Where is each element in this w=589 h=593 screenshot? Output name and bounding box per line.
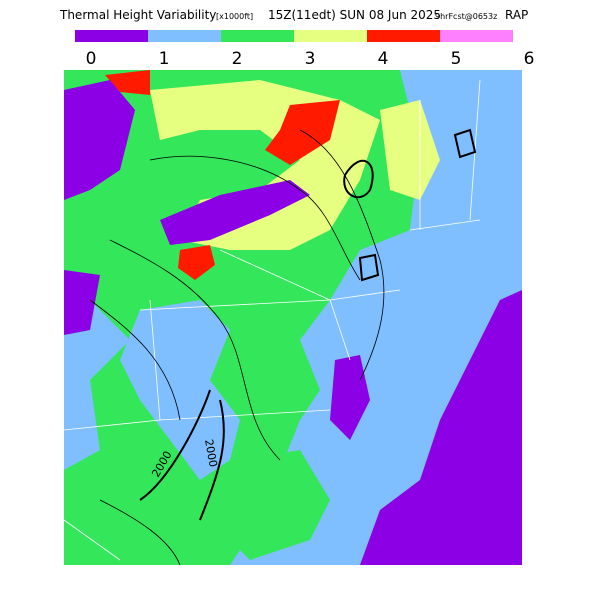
colorbar-label: 4 <box>378 49 389 69</box>
contours <box>89 129 385 566</box>
colorbar-segment <box>75 30 148 42</box>
colorbar-label: 2 <box>232 49 243 69</box>
colorbar-segment <box>440 30 513 42</box>
zone-purple-ocean <box>360 290 522 565</box>
zone-blue-ne <box>400 70 522 310</box>
zone-red-2 <box>178 245 215 280</box>
colorbar-label: 3 <box>305 49 316 69</box>
map: 2000 2000 <box>63 70 522 566</box>
zone-blue <box>120 300 240 480</box>
colorbar-segment <box>148 30 221 42</box>
zone-green-se <box>220 450 330 560</box>
colorbar-label: 0 <box>86 49 97 69</box>
forecast: 9hrFcst@0653z <box>435 12 497 21</box>
colorbar-label: 5 <box>451 49 462 69</box>
zone-red <box>265 100 340 165</box>
units: [x1000ft] <box>216 12 253 21</box>
colorbar-segment <box>294 30 367 42</box>
zone-purple-bay <box>330 355 370 440</box>
colorbar-segment <box>367 30 440 42</box>
zone-purple-w <box>64 80 135 200</box>
model: RAP <box>505 8 528 22</box>
zone-yellow-ne <box>380 100 440 200</box>
contour-2000 <box>139 128 477 521</box>
zone-red-3 <box>105 70 150 95</box>
title: Thermal Height Variability <box>59 8 216 22</box>
colorbar: 0 1 2 3 4 5 6 <box>75 30 534 69</box>
zone-purple-nw <box>64 270 100 335</box>
valid-time: 15Z(11edt) SUN 08 Jun 2025 <box>268 8 441 22</box>
zone-purple-lake <box>160 180 310 245</box>
colorbar-segment <box>221 30 294 42</box>
colorbar-label: 6 <box>524 49 535 69</box>
contour-label: 2000 <box>202 438 220 468</box>
colorbar-label: 1 <box>159 49 170 69</box>
